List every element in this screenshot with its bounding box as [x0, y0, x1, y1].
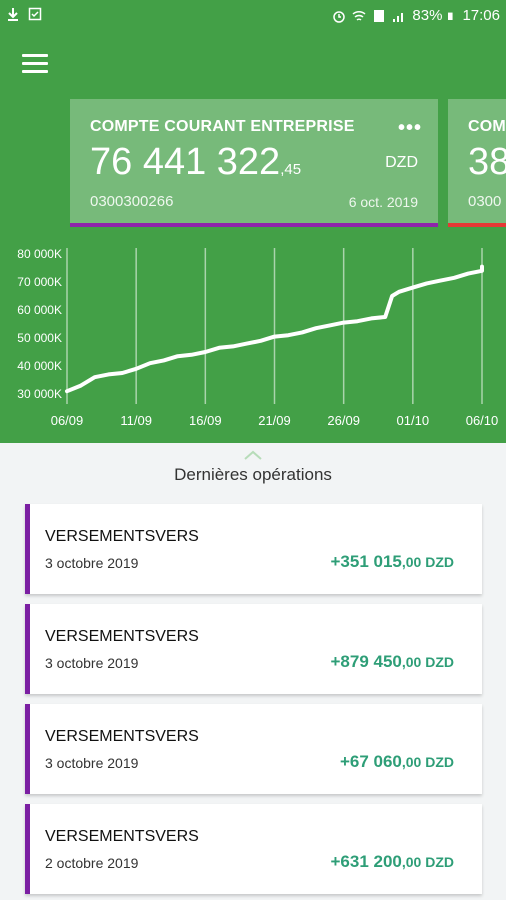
operation-date: 3 octobre 2019: [45, 655, 139, 671]
next-account-card[interactable]: COM 38 0300: [448, 99, 506, 227]
battery-percent: 83%: [412, 7, 443, 24]
operation-accent-bar: [25, 604, 30, 694]
currency-label: DZD: [385, 154, 418, 171]
next-account-balance: 38: [468, 141, 506, 183]
next-account-number: 0300: [468, 193, 502, 210]
menu-icon[interactable]: [22, 54, 48, 74]
operation-item[interactable]: VERSEMENTSVERS 3 octobre 2019 +351 015,00 …: [25, 504, 482, 594]
more-options-icon[interactable]: •••: [397, 117, 422, 139]
operation-amount-decimal: ,00 DZD: [401, 754, 454, 770]
status-bar: 83% 17:06: [0, 0, 506, 32]
operation-item[interactable]: VERSEMENTSVERS 2 octobre 2019 +631 200,00 …: [25, 804, 482, 894]
next-account-accent-stripe: [448, 223, 506, 227]
operation-accent-bar: [25, 804, 30, 894]
x-tick-label: 21/09: [258, 413, 291, 428]
operation-amount: +67 060,00 DZD: [340, 752, 454, 772]
operation-amount-decimal: ,00 DZD: [401, 854, 454, 870]
x-tick-label: 26/09: [327, 413, 360, 428]
balance-integer: 76 441 322: [90, 141, 281, 183]
balance-series-line: [65, 264, 484, 394]
operation-amount: +879 450,00 DZD: [330, 652, 454, 672]
operation-date: 3 octobre 2019: [45, 755, 139, 771]
download-icon: [8, 8, 18, 21]
chevron-up-icon[interactable]: [244, 450, 262, 460]
y-tick-label: 50 000K: [17, 331, 62, 345]
section-title: Dernières opérations: [174, 465, 332, 484]
operation-item[interactable]: VERSEMENTSVERS 3 octobre 2019 +879 450,00 …: [25, 604, 482, 694]
calendar-check-icon: [28, 7, 42, 21]
y-tick-label: 80 000K: [17, 247, 62, 261]
y-tick-label: 70 000K: [17, 275, 62, 289]
account-card[interactable]: COMPTE COURANT ENTREPRISE ••• 76 441 322…: [70, 99, 438, 227]
operation-date: 2 octobre 2019: [45, 855, 139, 871]
x-tick-label: 01/10: [397, 413, 430, 428]
operation-amount: +351 015,00 DZD: [330, 552, 454, 572]
operation-label: VERSEMENTSVERS: [45, 528, 199, 545]
x-tick-label: 06/10: [466, 413, 499, 428]
battery-icon: [448, 12, 454, 20]
account-number: 0300300266: [90, 193, 174, 210]
x-tick-label: 11/09: [120, 413, 152, 428]
operation-amount: +631 200,00 DZD: [330, 852, 454, 872]
operation-label: VERSEMENTSVERS: [45, 828, 199, 845]
balance-chart: 06/09 11/09 16/09 21/09 26/09 01/10 06/10 80 00…: [17, 247, 499, 428]
account-accent-stripe: [70, 223, 438, 227]
status-time: 17:06: [462, 7, 500, 24]
header-background: 83% 17:06 COMPTE COURANT ENTREPRISE ••• …: [0, 0, 506, 443]
x-tick-label: 16/09: [189, 413, 222, 428]
balance-decimal: ,45: [280, 161, 302, 178]
operation-amount-integer: +879 450: [330, 652, 402, 671]
balance-date: 6 oct. 2019: [348, 194, 418, 210]
operation-accent-bar: [25, 704, 30, 794]
operation-amount-integer: +351 015: [330, 552, 402, 571]
wifi-icon: [352, 10, 366, 21]
operation-amount-integer: +67 060: [339, 752, 402, 771]
operation-amount-integer: +631 200: [330, 852, 402, 871]
y-tick-label: 30 000K: [17, 387, 62, 401]
account-balance: 76 441 322,45: [90, 141, 301, 184]
account-title: COMPTE COURANT ENTREPRISE: [90, 118, 355, 135]
operation-label: VERSEMENTSVERS: [45, 728, 199, 745]
y-tick-label: 40 000K: [17, 359, 62, 373]
operation-amount-decimal: ,00 DZD: [401, 554, 454, 570]
signal-icon: [393, 12, 404, 22]
operation-label: VERSEMENTSVERS: [45, 628, 199, 645]
operation-date: 3 octobre 2019: [45, 555, 139, 571]
alarm-icon: [333, 10, 346, 23]
operation-accent-bar: [25, 504, 30, 594]
operation-amount-decimal: ,00 DZD: [401, 654, 454, 670]
sim-icon: [374, 9, 385, 22]
y-tick-label: 60 000K: [17, 303, 62, 317]
next-account-title: COM: [468, 118, 506, 135]
x-tick-label: 06/09: [51, 413, 84, 428]
operation-item[interactable]: VERSEMENTSVERS 3 octobre 2019 +67 060,00 D…: [25, 704, 482, 794]
